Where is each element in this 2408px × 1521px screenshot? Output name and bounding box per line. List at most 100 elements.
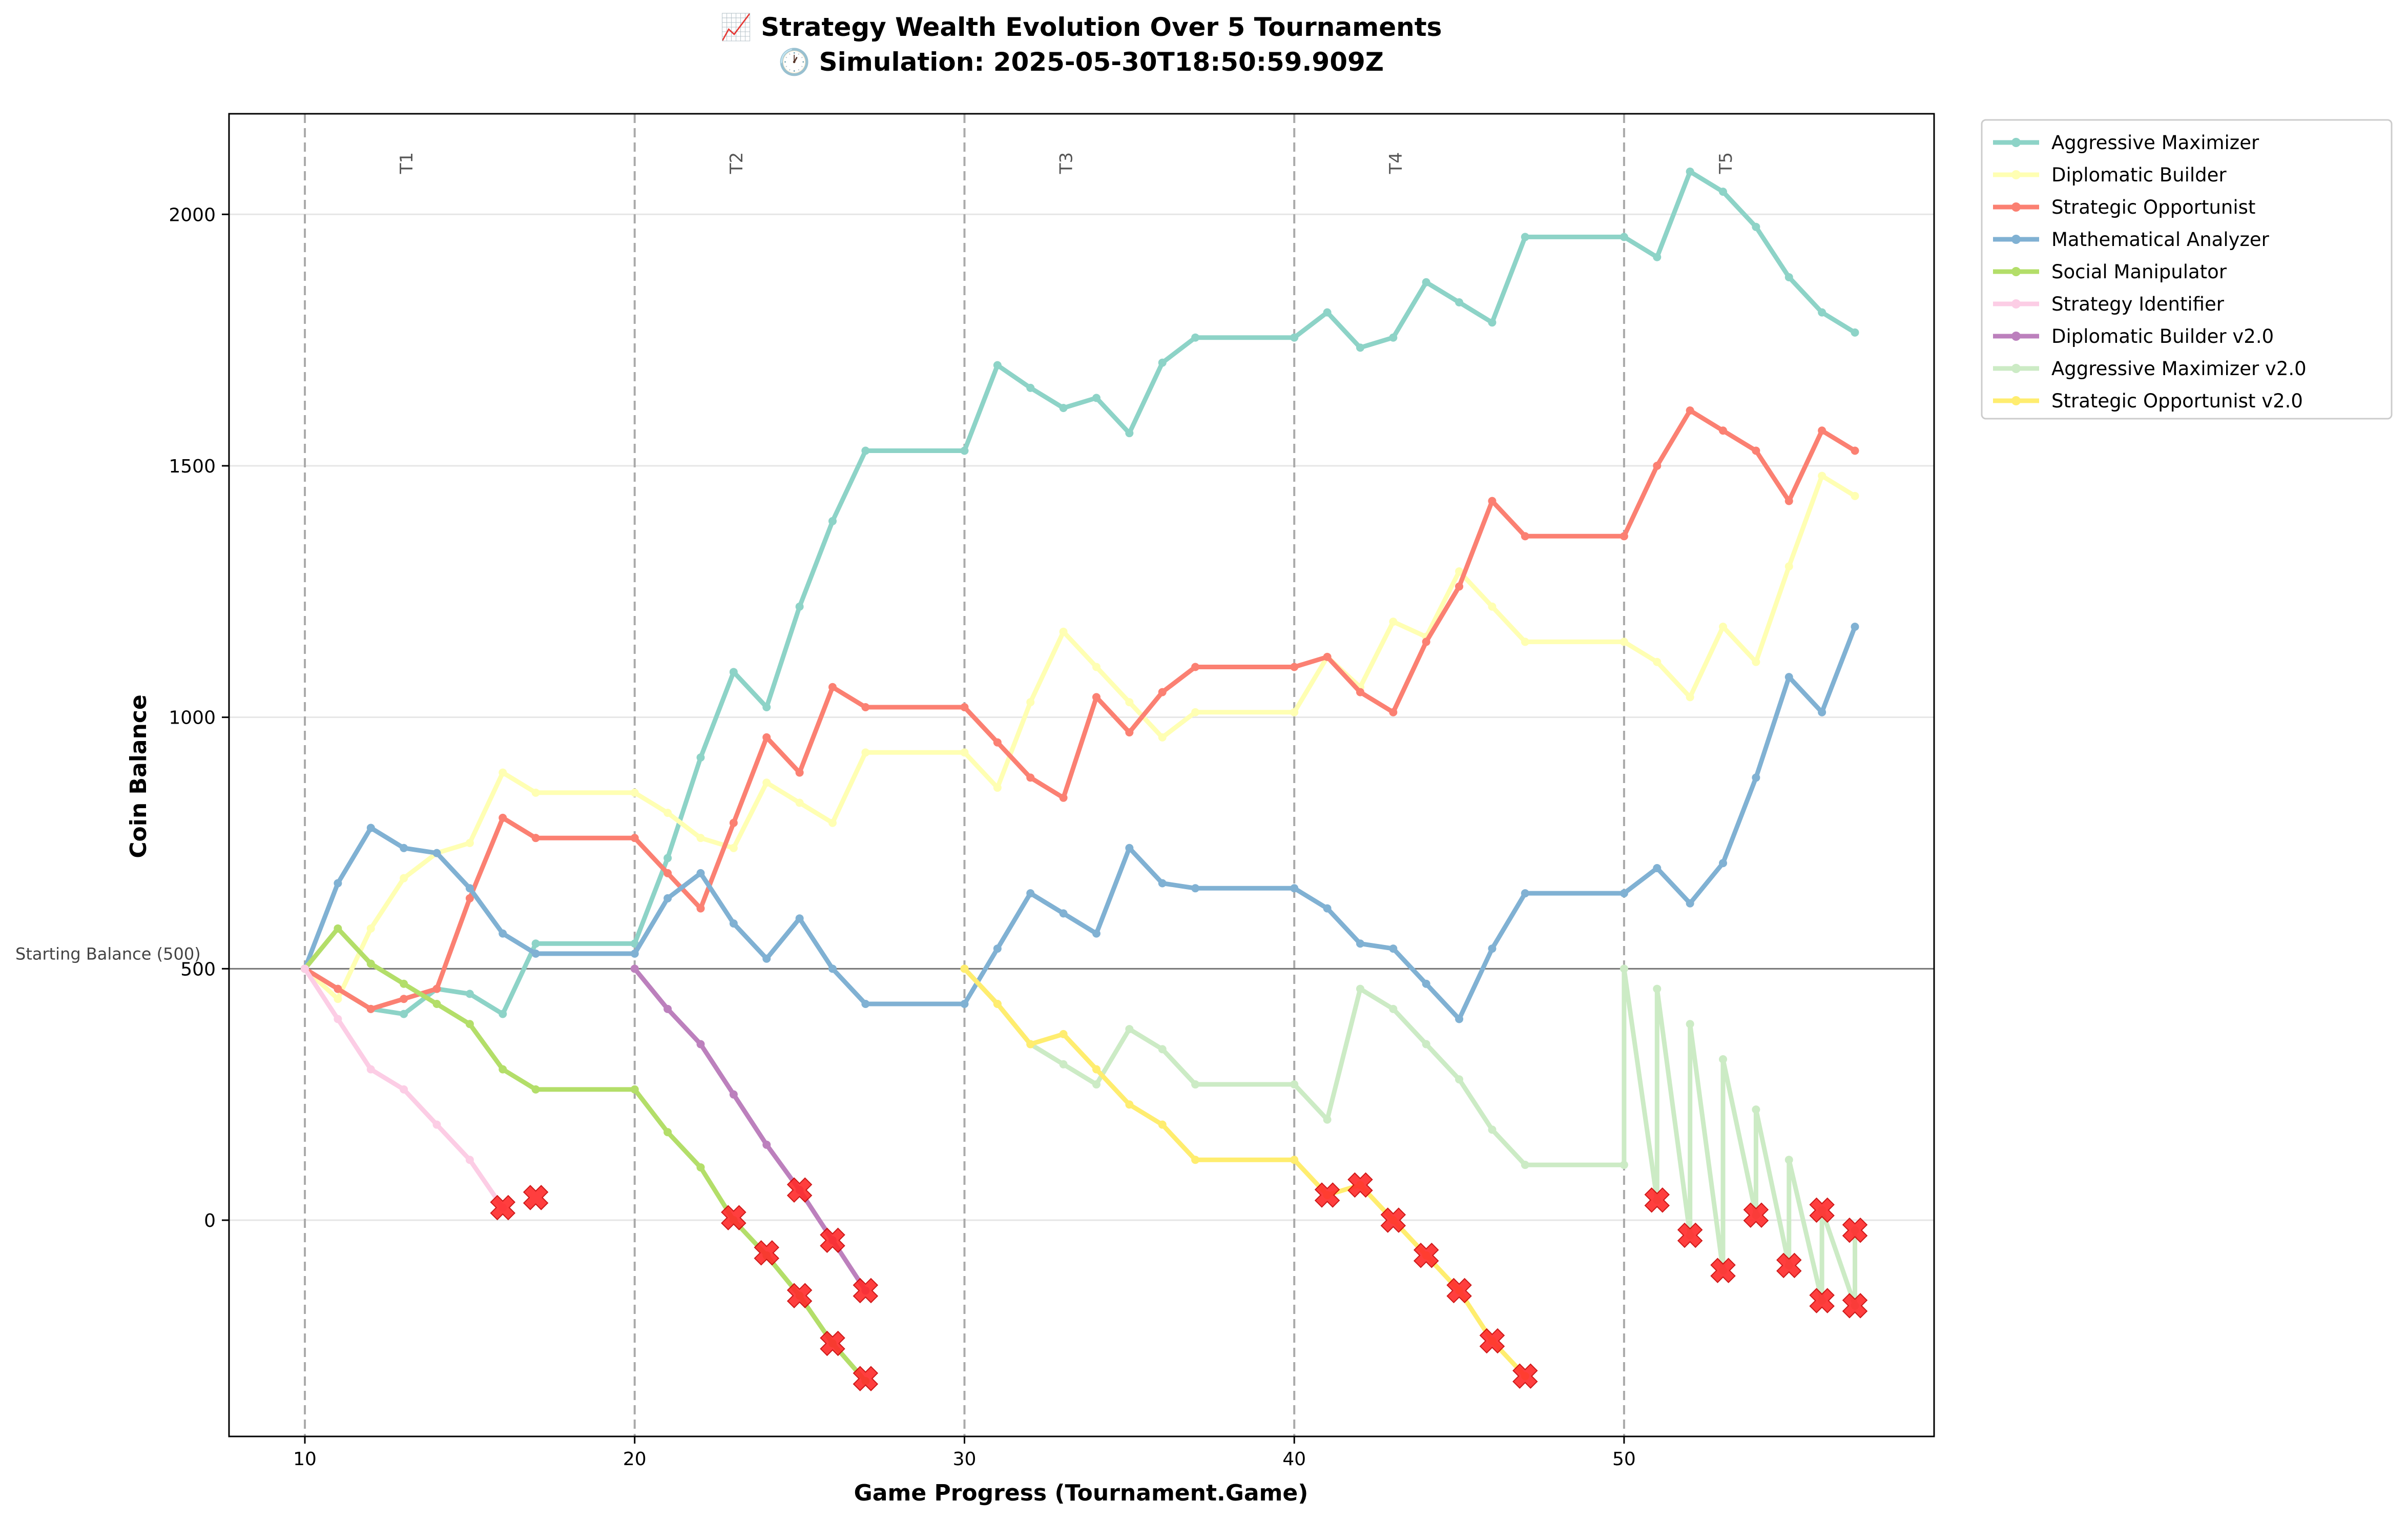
- data-point: [1158, 1045, 1167, 1054]
- data-point: [1422, 979, 1430, 988]
- elimination-marker: [1743, 1202, 1769, 1228]
- data-point: [334, 1015, 342, 1023]
- x-tick-label: 40: [1282, 1449, 1306, 1470]
- data-point: [960, 446, 969, 455]
- elimination-marker: [1314, 1182, 1340, 1208]
- data-point: [531, 939, 540, 948]
- data-point: [696, 753, 705, 762]
- data-point: [1026, 698, 1035, 707]
- data-point: [1290, 884, 1299, 893]
- data-point: [861, 446, 870, 455]
- data-point: [366, 824, 375, 832]
- data-point: [828, 964, 837, 973]
- x-tick-label: 10: [293, 1449, 317, 1470]
- reference-line-group: Starting Balance (500): [15, 944, 1934, 970]
- legend-label: Aggressive Maximizer: [2051, 132, 2259, 154]
- data-point: [465, 1156, 474, 1164]
- legend-entry: Social Manipulator: [1993, 261, 2227, 283]
- series-group: [960, 964, 1529, 1381]
- elimination-marker: [1776, 1252, 1802, 1279]
- data-point: [432, 1000, 441, 1009]
- data-point: [1851, 446, 1859, 455]
- data-point: [993, 1000, 1002, 1009]
- data-point: [465, 838, 474, 847]
- data-point: [960, 703, 969, 712]
- data-point: [1620, 532, 1628, 541]
- data-point: [499, 768, 507, 777]
- data-point: [531, 949, 540, 958]
- data-point: [1851, 328, 1859, 337]
- data-point: [729, 844, 738, 852]
- elimination-marker: [1809, 1288, 1835, 1313]
- data-point: [1784, 1156, 1793, 1164]
- elimination-marker: [1413, 1242, 1439, 1268]
- data-point: [499, 929, 507, 938]
- elimination-marker: [1479, 1328, 1505, 1354]
- data-point: [1026, 889, 1035, 898]
- tournament-markers: T1 T2 T3 T4 T5: [304, 114, 1736, 1436]
- data-point: [630, 964, 639, 973]
- plot-frame: [228, 113, 1935, 1437]
- elimination-marker: [1644, 1187, 1670, 1213]
- data-point: [400, 874, 408, 882]
- tournament-label: T4: [1386, 152, 1406, 174]
- series-line: [302, 926, 868, 1384]
- data-point: [366, 1065, 375, 1074]
- data-point: [1125, 429, 1134, 438]
- data-point: [861, 748, 870, 757]
- legend-entry: Aggressive Maximizer v2.0: [1993, 358, 2307, 380]
- x-tick-label: 50: [1612, 1449, 1636, 1470]
- x-axis-ticks: 10 20 30 40 50: [293, 1436, 1636, 1470]
- data-point: [1191, 333, 1200, 342]
- data-point: [1356, 984, 1364, 993]
- data-point: [1719, 622, 1728, 631]
- data-point: [960, 964, 969, 973]
- data-point: [1752, 222, 1760, 231]
- data-point: [993, 361, 1002, 369]
- elimination-marker: [490, 1195, 516, 1221]
- data-point: [795, 798, 804, 807]
- data-point: [1290, 1156, 1299, 1164]
- data-point: [1092, 663, 1101, 671]
- elimination-marker: [1347, 1172, 1373, 1198]
- data-point: [1323, 652, 1332, 661]
- data-point: [1323, 308, 1332, 317]
- elimination-marker: [786, 1283, 813, 1308]
- data-point: [762, 778, 771, 787]
- elimination-marker: [1809, 1197, 1835, 1223]
- data-point: [828, 683, 837, 691]
- legend-marker: [2011, 138, 2021, 147]
- data-point: [1686, 899, 1694, 908]
- data-point: [663, 1004, 672, 1013]
- data-point: [1158, 688, 1167, 696]
- data-point: [1092, 929, 1101, 938]
- data-point: [1521, 1161, 1529, 1169]
- elimination-marker: [1380, 1207, 1406, 1233]
- series-line: [962, 966, 1528, 1379]
- y-tick-label: 1000: [169, 708, 216, 729]
- elimination-marker: [820, 1227, 845, 1253]
- data-point: [960, 1000, 969, 1009]
- data-point: [1158, 879, 1167, 888]
- data-point: [1422, 1040, 1430, 1049]
- legend-entry: Diplomatic Builder v2.0: [1993, 325, 2274, 347]
- data-point: [1026, 773, 1035, 782]
- data-point: [1356, 939, 1364, 948]
- elimination-marker: [1842, 1217, 1868, 1243]
- data-point: [1719, 859, 1728, 868]
- data-point: [1191, 884, 1200, 893]
- data-point: [465, 884, 474, 893]
- data-point: [1686, 1020, 1694, 1029]
- elimination-markers: [490, 1172, 1868, 1391]
- data-point: [432, 1120, 441, 1129]
- data-point: [1653, 657, 1662, 666]
- data-point: [1191, 663, 1200, 671]
- data-point: [696, 869, 705, 877]
- legend-entry: Strategic Opportunist v2.0: [1993, 390, 2303, 412]
- legend: Aggressive Maximizer Diplomatic Builder St…: [1981, 119, 2393, 420]
- legend-box: [1981, 119, 2393, 420]
- data-point: [663, 809, 672, 817]
- data-point: [630, 949, 639, 958]
- legend-entry: Diplomatic Builder: [1993, 164, 2227, 186]
- data-point: [1521, 532, 1529, 541]
